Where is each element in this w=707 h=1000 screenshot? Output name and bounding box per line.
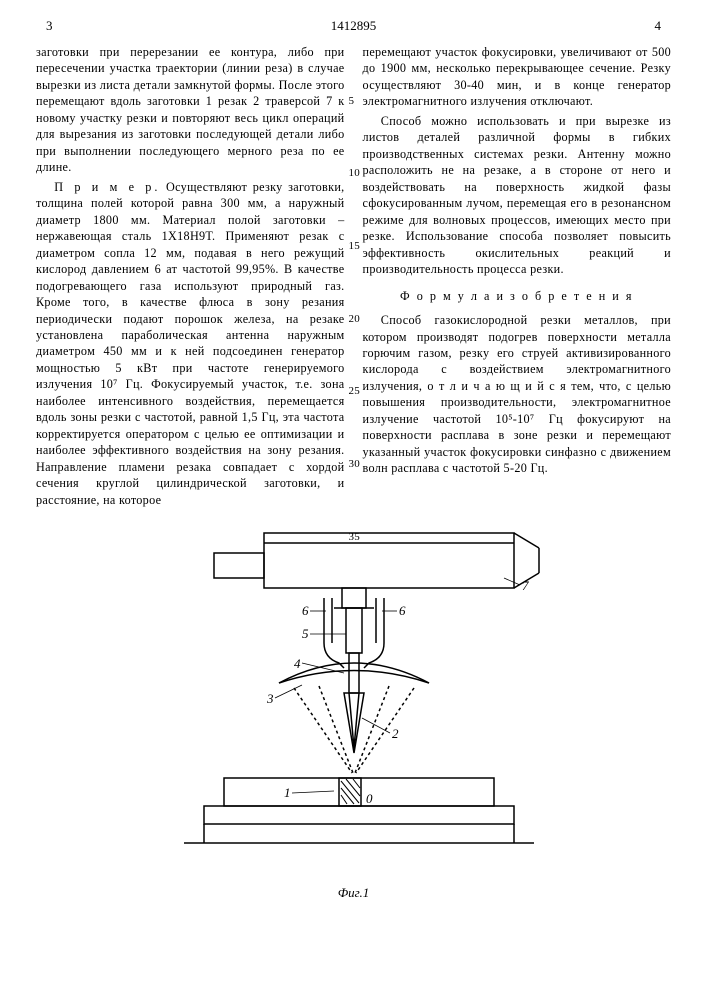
line-marker-10: 10 [349,166,361,181]
page-num-left: 3 [46,18,53,34]
line-marker-35: 35 [349,530,361,545]
col2-para2: Способ можно использовать и при вырезке … [363,113,672,278]
column-left: заготовки при перерезании ее контура, ли… [36,44,345,511]
fig-label-7: 7 [522,578,529,593]
fig-label-1: 1 [284,785,291,800]
fig-label-3: 3 [266,691,274,706]
fig-label-2: 2 [392,726,399,741]
col2-para1: перемещают участок фокусировки, увеличив… [363,44,672,110]
line-marker-15: 15 [349,239,361,254]
figure-caption: Фиг.1 [36,885,671,901]
fig-label-5: 5 [302,626,309,641]
fig-label-4: 4 [294,656,301,671]
figure-1: 1 2 3 4 5 6 6 7 0 Фиг.1 [36,523,671,901]
page-num-right: 4 [655,18,662,34]
line-marker-30: 30 [349,457,361,472]
col1-para2-body: Осуществляют резку заготовки, толщина по… [36,180,345,507]
fig-label-6b: 6 [399,603,406,618]
col2-para3: Способ газокислородной резки металлов, п… [363,312,672,477]
text-columns: заготовки при перерезании ее контура, ли… [36,44,671,511]
col1-para1: заготовки при перерезании ее контура, ли… [36,44,345,176]
col1-para2: П р и м е р. Осуществляют резку заготовк… [36,179,345,508]
column-right: 5 10 15 20 25 30 35 перемещают участок ф… [363,44,672,511]
line-marker-25: 25 [349,384,361,399]
formula-title: Ф о р м у л а и з о б р е т е н и я [363,288,672,304]
example-label: П р и м е р. [54,180,160,194]
line-marker-5: 5 [349,94,355,109]
line-marker-20: 20 [349,312,361,327]
patent-number: 1412895 [331,18,377,34]
figure-svg: 1 2 3 4 5 6 6 7 0 [144,523,564,883]
page-header: 3 1412895 4 [36,18,671,34]
fig-label-0: 0 [366,791,373,806]
fig-label-6: 6 [302,603,309,618]
